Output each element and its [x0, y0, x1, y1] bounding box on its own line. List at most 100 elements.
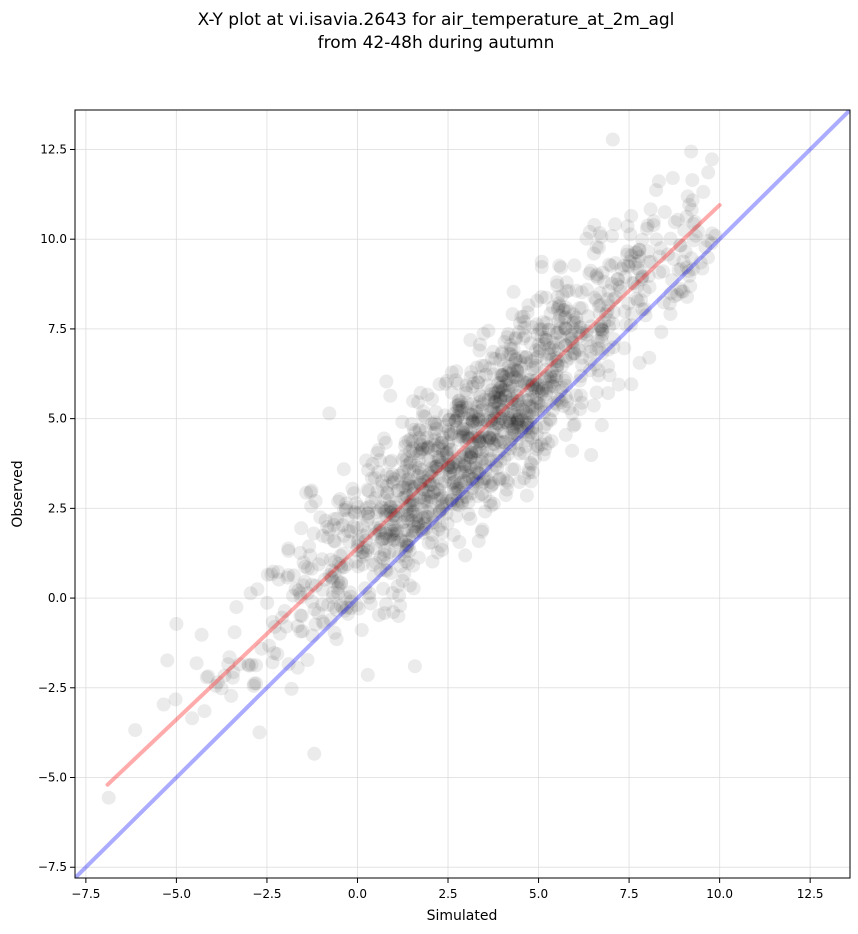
scatter-point — [423, 494, 438, 509]
scatter-point — [612, 280, 627, 294]
scatter-point — [472, 442, 487, 457]
scatter-point — [475, 412, 490, 427]
y-tick-label: −7.5 — [38, 860, 67, 874]
scatter-point — [565, 347, 580, 362]
scatter-point — [372, 523, 387, 538]
scatter-point — [464, 397, 479, 412]
scatter-points — [101, 132, 723, 805]
scatter-point — [510, 385, 525, 400]
scatter-point — [421, 474, 436, 489]
scatter-point — [444, 493, 459, 508]
scatter-point — [549, 275, 564, 290]
scatter-point — [468, 444, 483, 458]
scatter-point — [482, 431, 497, 446]
scatter-point — [406, 394, 421, 409]
scatter-point — [435, 543, 450, 557]
scatter-point — [613, 284, 628, 299]
scatter-point — [497, 434, 512, 449]
scatter-point — [469, 474, 484, 489]
scatter-point — [461, 447, 476, 462]
scatter-point — [549, 326, 564, 340]
scatter-point — [412, 466, 427, 481]
scatter-point — [411, 460, 426, 475]
scatter-point — [465, 471, 480, 486]
scatter-point — [418, 474, 433, 489]
scatter-point — [452, 393, 467, 408]
scatter-point — [435, 490, 450, 505]
scatter-point — [241, 657, 256, 672]
scatter-point — [592, 322, 607, 336]
scatter-point — [591, 368, 606, 383]
scatter-point — [419, 494, 434, 509]
scatter-point — [569, 315, 584, 330]
scatter-point — [449, 509, 464, 524]
scatter-point — [567, 346, 582, 361]
scatter-point — [393, 559, 408, 574]
scatter-point — [463, 450, 478, 465]
scatter-point — [410, 519, 425, 534]
scatter-point — [684, 202, 699, 217]
scatter-point — [599, 307, 613, 322]
scatter-point — [300, 561, 315, 576]
scatter-point — [558, 338, 573, 353]
scatter-point — [491, 405, 506, 420]
scatter-point — [701, 250, 715, 265]
scatter-point — [440, 373, 455, 388]
scatter-point — [519, 383, 534, 398]
scatter-point — [379, 503, 394, 518]
scatter-point — [470, 399, 485, 414]
scatter-point — [227, 625, 242, 640]
scatter-point — [373, 550, 388, 565]
scatter-point — [475, 402, 490, 417]
scatter-point — [605, 276, 619, 291]
scatter-point — [421, 440, 436, 455]
scatter-point — [472, 435, 486, 449]
scatter-point — [296, 578, 310, 593]
scatter-point — [501, 383, 516, 398]
scatter-point — [637, 302, 652, 317]
scatter-point — [395, 415, 410, 429]
scatter-point — [386, 518, 401, 533]
scatter-point — [463, 421, 478, 436]
scatter-point — [199, 670, 214, 685]
scatter-point — [279, 619, 294, 634]
scatter-point — [337, 528, 351, 543]
scatter-point — [361, 463, 376, 478]
scatter-point — [430, 450, 445, 465]
scatter-point — [365, 457, 380, 471]
scatter-point — [420, 473, 435, 488]
scatter-point — [534, 254, 549, 269]
scatter-point — [506, 419, 521, 434]
scatter-point — [478, 463, 493, 478]
scatter-point — [498, 388, 513, 403]
scatter-point — [303, 485, 318, 500]
scatter-point — [406, 422, 421, 437]
scatter-point — [382, 545, 397, 560]
scatter-point — [625, 276, 640, 291]
scatter-point — [466, 376, 481, 391]
scatter-point — [478, 413, 493, 428]
scatter-point — [439, 494, 454, 509]
scatter-point — [399, 534, 414, 549]
scatter-point — [555, 288, 570, 303]
scatter-point — [454, 450, 469, 465]
scatter-point — [461, 406, 475, 421]
scatter-point — [558, 321, 572, 336]
scatter-point — [472, 370, 487, 384]
scatter-point — [443, 466, 457, 481]
scatter-point — [355, 557, 370, 572]
scatter-point — [566, 418, 581, 433]
scatter-point — [229, 600, 244, 615]
scatter-point — [403, 494, 417, 509]
scatter-point — [398, 554, 413, 569]
scatter-point — [400, 490, 415, 504]
scatter-point — [529, 420, 544, 435]
scatter-point — [335, 600, 350, 615]
scatter-point — [553, 384, 568, 398]
x-tick-label: 10.0 — [706, 887, 733, 901]
scatter-point — [453, 429, 467, 444]
scatter-point — [496, 403, 511, 418]
scatter-point — [495, 402, 509, 417]
scatter-point — [499, 482, 514, 497]
scatter-point — [262, 638, 277, 653]
